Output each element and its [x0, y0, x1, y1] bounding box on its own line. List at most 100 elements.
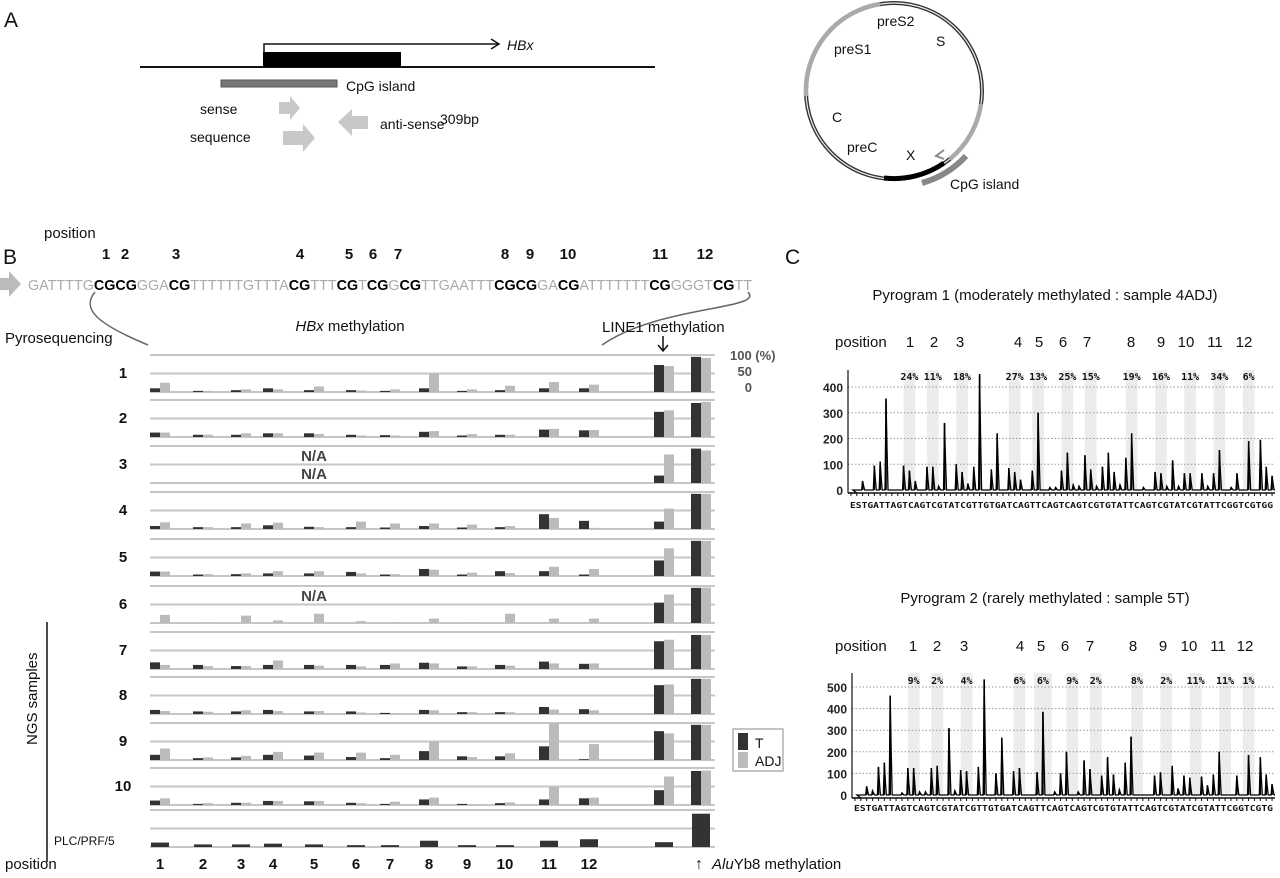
bar-adj	[549, 787, 559, 805]
connector-left	[89, 291, 149, 346]
position-number: 6	[1059, 334, 1067, 351]
bar-adj	[664, 776, 674, 805]
y-tick-label: 0	[840, 789, 847, 803]
bar-adj	[664, 548, 674, 576]
cpg-shade	[1155, 370, 1167, 490]
y-tick-label: 100	[823, 458, 843, 472]
position-number: 11	[1210, 638, 1226, 655]
bar-t	[655, 842, 673, 847]
bar-t	[150, 432, 160, 437]
bar-t	[231, 711, 241, 714]
cpg-shade	[1219, 673, 1231, 795]
bar-adj	[203, 434, 213, 437]
sample-row: 8	[119, 676, 715, 715]
bar-t	[654, 411, 664, 437]
methylation-percent-label: 9%	[1066, 676, 1078, 687]
bar-t	[654, 364, 664, 392]
bar-adj	[589, 429, 599, 437]
bar-t	[193, 711, 203, 714]
bar-adj	[664, 639, 674, 669]
bar-adj	[701, 450, 711, 483]
bar-adj	[390, 801, 400, 805]
bar-adj	[701, 678, 711, 714]
bar-adj	[549, 618, 559, 623]
bar-t	[263, 433, 273, 437]
bar-adj	[273, 389, 283, 392]
bar-t	[457, 712, 467, 714]
bar-t	[193, 803, 203, 805]
bar-t	[347, 845, 365, 847]
cpg-site-text: CG	[649, 277, 671, 294]
methylation-percent-label: 6%	[1243, 372, 1255, 383]
bar-t	[381, 845, 399, 847]
bar-t	[193, 434, 203, 437]
ngs-samples-label: NGS samples	[24, 652, 41, 745]
cpg-position-number: 2	[121, 246, 129, 263]
sample-row: 4	[119, 491, 715, 530]
legend: T ADJ	[732, 728, 784, 772]
bar-t	[495, 434, 505, 437]
legend-swatch-adj	[738, 752, 748, 768]
cpg-island-arc	[921, 153, 969, 186]
row-label: 5	[119, 549, 127, 566]
sample-row: 7	[119, 631, 715, 670]
bar-adj	[160, 748, 170, 760]
x-gene-segment	[948, 103, 984, 161]
bar-t	[457, 527, 467, 529]
antisense-label: anti-sense	[380, 116, 445, 132]
map-cpg-island-label: CpG island	[950, 176, 1019, 192]
methylation-percent-label: 2%	[1160, 676, 1172, 687]
bar-adj	[203, 803, 213, 805]
bar-t	[691, 402, 701, 437]
sample-row: 3 N/AN/A	[119, 445, 715, 484]
line1-methylation-title: LINE1 methylation	[602, 319, 725, 336]
cpg-island-bar	[220, 79, 338, 88]
bar-adj	[160, 432, 170, 437]
y-tick-label: 200	[827, 746, 847, 760]
bar-t	[231, 527, 241, 529]
bar-adj	[429, 431, 439, 437]
bar-adj	[273, 751, 283, 760]
sequence-segment: G	[388, 277, 399, 294]
position-number: 4	[1014, 334, 1022, 351]
bar-adj	[241, 573, 251, 576]
position-number: 5	[1035, 334, 1043, 351]
sequence-segment: GGA	[137, 277, 169, 294]
position-number: 6	[1061, 638, 1069, 655]
bar-t	[263, 525, 273, 529]
pres2-label: preS2	[877, 13, 915, 29]
bar-t	[691, 678, 701, 714]
bar-t	[539, 799, 549, 805]
bar-t	[150, 754, 160, 760]
sense-primer-arrow-icon	[279, 96, 300, 120]
bar-t	[380, 803, 390, 805]
bar-adj	[701, 540, 711, 576]
bar-t	[304, 573, 314, 576]
x-tick-label: 6	[352, 856, 360, 873]
pres1-label: preS1	[834, 41, 872, 57]
y-tick-label: 400	[827, 703, 847, 717]
sense-label: sense	[200, 101, 238, 117]
bar-adj	[203, 666, 213, 669]
bar-t	[263, 573, 273, 576]
panel-a-label: A	[4, 9, 18, 32]
bar-adj	[467, 757, 477, 760]
cpg-shade	[956, 370, 968, 490]
x-tick-label: 1	[156, 856, 164, 873]
y-tick-label: 0	[836, 484, 843, 498]
bar-t	[457, 756, 467, 760]
bar-t	[346, 434, 356, 437]
position-number: 9	[1159, 638, 1167, 655]
x-tick-label: 3	[237, 856, 245, 873]
bar-t	[458, 845, 476, 847]
bar-adj	[356, 752, 366, 760]
bar-adj	[160, 571, 170, 576]
bar-adj	[241, 710, 251, 714]
bar-adj	[356, 521, 366, 529]
bar-adj	[429, 569, 439, 576]
bar-adj	[549, 663, 559, 669]
bar-t	[654, 685, 664, 714]
bar-t	[495, 756, 505, 760]
bar-adj	[429, 618, 439, 623]
position-number: 11	[1207, 334, 1223, 351]
